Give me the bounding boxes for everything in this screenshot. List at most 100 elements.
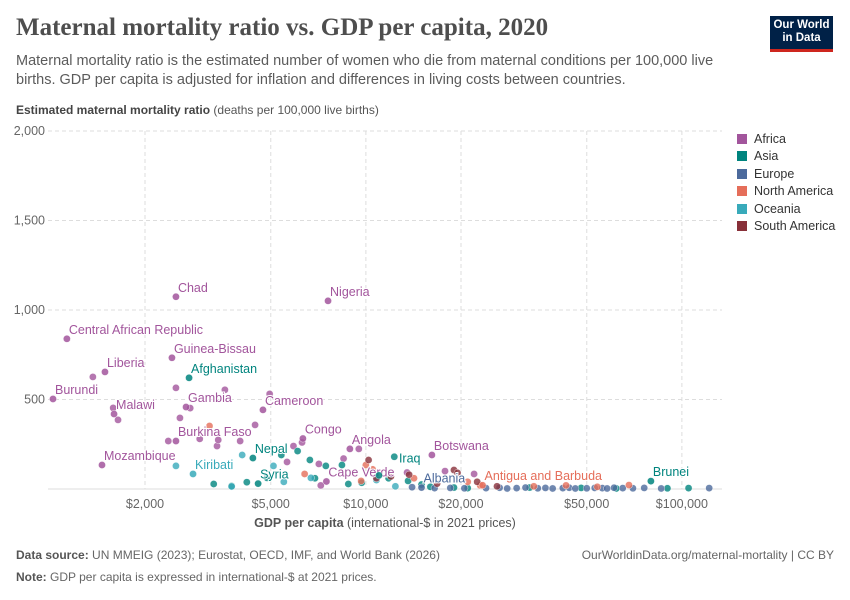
- data-point: [640, 484, 649, 492]
- legend-item-north-america[interactable]: North America: [737, 183, 835, 201]
- source-label: Data source:: [16, 548, 89, 562]
- data-point: [299, 434, 307, 443]
- data-point: [176, 414, 184, 422]
- point-label: Iraq: [399, 451, 421, 465]
- data-point: [280, 478, 288, 486]
- data-point: [315, 460, 323, 468]
- data-point: [283, 458, 291, 466]
- source-url[interactable]: OurWorldinData.org/maternal-mortality | …: [581, 548, 834, 562]
- data-point: [300, 470, 309, 478]
- x-tick-label: $5,000: [252, 497, 290, 511]
- point-label: Albania: [424, 472, 466, 486]
- point-label: Nepal: [255, 442, 288, 456]
- logo-line1: Our World: [773, 19, 830, 31]
- data-point: [306, 456, 314, 464]
- owid-logo[interactable]: Our World in Data: [770, 16, 833, 52]
- data-point: [618, 484, 627, 492]
- data-point: [316, 481, 325, 490]
- data-point: [322, 462, 330, 470]
- data-point: [277, 451, 286, 459]
- data-source: Data source: UN MMEIG (2023); Eurostat, …: [16, 548, 440, 562]
- point-label: Afghanistan: [191, 362, 257, 376]
- data-point: [657, 484, 665, 493]
- chart-subtitle: Maternal mortality ratio is the estimate…: [16, 53, 714, 88]
- point-label: Cape Verde: [328, 465, 394, 479]
- data-point: [446, 484, 455, 492]
- data-point: [164, 437, 173, 445]
- data-point: [214, 436, 223, 444]
- legend-item-oceania[interactable]: Oceania: [737, 200, 835, 218]
- legend-item-south-america[interactable]: South America: [737, 218, 835, 236]
- point-label: Angola: [352, 433, 391, 447]
- data-point: [463, 478, 472, 486]
- legend-swatch: [737, 133, 747, 144]
- data-point: [603, 484, 611, 493]
- data-point: [227, 482, 236, 491]
- point-label: Nigeria: [330, 285, 370, 299]
- data-point: [221, 386, 229, 394]
- x-tick-label: $20,000: [438, 497, 483, 511]
- note: Note: GDP per capita is expressed in int…: [16, 570, 377, 584]
- data-point: [571, 484, 580, 493]
- data-point: [185, 374, 193, 382]
- data-point: [405, 470, 413, 479]
- data-point: [521, 483, 530, 492]
- data-point: [684, 484, 693, 492]
- point-label: Congo: [305, 423, 342, 437]
- point-label: Malawi: [116, 398, 155, 412]
- x-tick-label: $100,000: [656, 497, 708, 511]
- data-point: [63, 335, 71, 343]
- x-tick-label: $10,000: [343, 497, 388, 511]
- data-point: [493, 482, 501, 491]
- data-point: [530, 482, 538, 491]
- data-point: [512, 484, 521, 492]
- note-label: Note:: [16, 570, 47, 584]
- data-point: [172, 384, 180, 392]
- y-tick-label: 1,000: [14, 303, 45, 317]
- x-axis-title: GDP per capita: [254, 516, 344, 530]
- x-axis-unit: (international-$ in 2021 prices): [344, 516, 516, 530]
- legend: Africa Asia Europe North America Oceania Sout…: [737, 130, 835, 235]
- data-point: [417, 483, 426, 492]
- data-point: [391, 482, 400, 491]
- data-point: [548, 484, 557, 493]
- y-axis-unit: (deaths per 100,000 live births): [213, 103, 379, 117]
- legend-item-asia[interactable]: Asia: [737, 148, 835, 166]
- y-axis-title: Estimated maternal mortality ratio: [16, 103, 211, 117]
- data-point: [453, 469, 462, 477]
- data-point: [263, 474, 271, 482]
- data-point: [254, 479, 262, 488]
- y-tick-label: 500: [24, 393, 45, 407]
- data-point: [251, 421, 259, 429]
- data-point: [375, 471, 383, 480]
- point-label: Syria: [260, 468, 289, 482]
- y-tick-label: 2,000: [14, 124, 45, 138]
- data-point: [387, 472, 395, 481]
- data-point: [355, 445, 363, 453]
- data-point: [265, 390, 274, 398]
- legend-label: Oceania: [754, 201, 801, 216]
- point-label: Gambia: [188, 391, 232, 405]
- point-label: Central African Republic: [69, 323, 203, 337]
- data-point: [593, 483, 602, 491]
- data-point: [390, 452, 399, 461]
- data-point: [101, 368, 109, 376]
- data-point: [478, 481, 487, 490]
- data-point: [205, 422, 214, 430]
- point-label: Burkina Faso: [178, 425, 252, 439]
- legend-label: Africa: [754, 131, 786, 146]
- legend-item-europe[interactable]: Europe: [737, 165, 835, 183]
- data-point: [238, 451, 246, 459]
- x-axis-label: GDP per capita (international-$ in 2021 …: [254, 516, 516, 530]
- data-point: [269, 462, 278, 470]
- legend-item-africa[interactable]: Africa: [737, 130, 835, 148]
- data-point: [364, 456, 373, 464]
- point-label: Kiribati: [195, 458, 233, 472]
- point-label: Liberia: [107, 356, 145, 370]
- data-point: [357, 477, 365, 485]
- data-point: [470, 470, 478, 478]
- data-point: [428, 451, 436, 459]
- data-point: [433, 479, 441, 488]
- legend-swatch: [737, 221, 747, 232]
- legend-label: North America: [754, 184, 834, 199]
